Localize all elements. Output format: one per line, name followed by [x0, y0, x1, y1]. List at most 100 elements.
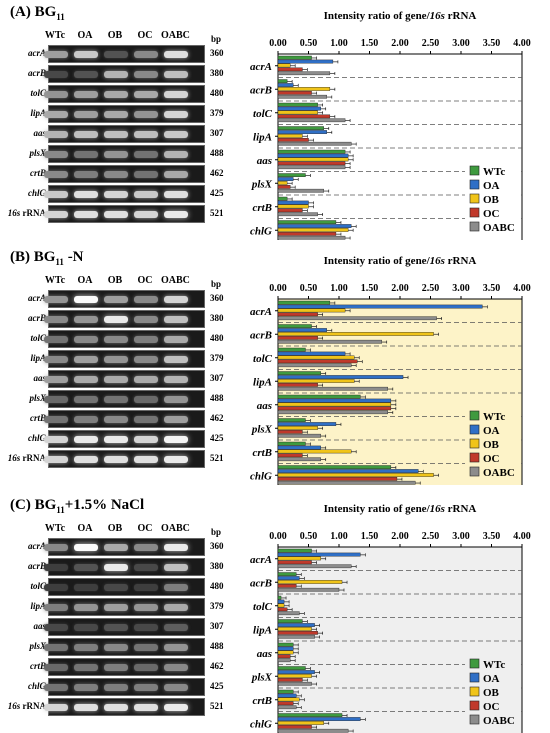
- gel-bp-label: 480: [210, 333, 224, 343]
- bar-wtc: [277, 418, 306, 422]
- bar-wtc: [277, 55, 312, 60]
- bar-ob: [277, 157, 349, 162]
- gel-bp-label: 380: [210, 313, 224, 323]
- legend-label: OB: [483, 687, 500, 699]
- gel-row-label: acrB: [28, 561, 46, 571]
- x-tick-label: 1.50: [361, 283, 379, 294]
- bar-ob: [277, 355, 355, 360]
- gel-band: [164, 51, 188, 58]
- gel-band: [44, 664, 68, 671]
- gel-band: [44, 71, 68, 78]
- x-tick-label: 2.50: [422, 531, 440, 542]
- bar-wtc: [277, 595, 282, 600]
- legend-label: OABC: [483, 222, 515, 234]
- bar-ob: [277, 110, 318, 115]
- bar-oabc: [277, 386, 389, 391]
- gel-band: [164, 684, 188, 691]
- bar-ob: [277, 580, 343, 584]
- gel-row-label: chlG: [28, 188, 46, 198]
- gel-band: [74, 171, 98, 178]
- bar-oabc: [277, 165, 346, 170]
- bar-oa: [277, 599, 285, 604]
- gel-band: [74, 396, 98, 403]
- legend-label: OA: [483, 425, 500, 437]
- x-tick-label: 0.50: [300, 38, 318, 49]
- bar-oabc: [277, 410, 389, 415]
- gel-band: [134, 191, 158, 198]
- gel-bp-label: 521: [210, 701, 224, 711]
- bar-ob: [277, 379, 355, 383]
- bar-wtc: [277, 347, 306, 352]
- bar-ob: [277, 402, 392, 407]
- bar-oa: [277, 200, 309, 205]
- gel-band: [104, 624, 128, 631]
- legend-label: OB: [483, 194, 500, 206]
- gel-band: [104, 704, 128, 711]
- bar-oc: [277, 312, 318, 317]
- gel-band: [134, 356, 158, 363]
- gel-band: [104, 456, 128, 463]
- category-label: acrB: [250, 329, 272, 341]
- bar-oc: [277, 359, 358, 364]
- gel-lane-header: OABC: [161, 275, 190, 286]
- gel-strip: [44, 450, 205, 468]
- gel-band: [104, 564, 128, 571]
- bar-oc: [277, 583, 297, 588]
- bar-oabc: [277, 457, 321, 462]
- gel-band: [74, 564, 98, 571]
- panel-title-subscript: 11: [56, 505, 65, 515]
- gel-bp-label: 521: [210, 208, 224, 218]
- category-label: acrA: [250, 306, 272, 318]
- bar-oabc: [277, 212, 318, 217]
- bar-wtc: [277, 572, 297, 576]
- gel-band: [74, 604, 98, 611]
- legend-swatch-oa: [469, 424, 480, 435]
- gel-band: [134, 664, 158, 671]
- gel-band: [134, 456, 158, 463]
- gel-band: [164, 544, 188, 551]
- gel-band: [74, 356, 98, 363]
- gel-band: [44, 376, 68, 383]
- gel-row-label-plain: rRNA: [20, 453, 47, 463]
- bar-oc: [277, 724, 312, 729]
- bar-wtc: [277, 126, 324, 130]
- chart-title-part: Intensity ratio of gene/: [324, 503, 431, 515]
- gel-row-label: chlG: [28, 681, 46, 691]
- gel-row-label: acrA: [28, 541, 46, 551]
- gel-strip: [44, 85, 205, 103]
- gel-bp-label: 425: [210, 433, 224, 443]
- gel-strip: [44, 698, 205, 716]
- gel-bp-label: 488: [210, 393, 224, 403]
- bar-oa: [277, 693, 297, 698]
- bar-oa: [277, 422, 337, 426]
- gel-band: [164, 131, 188, 138]
- bar-ob: [277, 697, 300, 702]
- gel-band: [164, 664, 188, 671]
- legend-swatch-wtc: [469, 658, 480, 669]
- gel-row-label: acrA: [28, 293, 46, 303]
- gel-bp-label: 521: [210, 453, 224, 463]
- legend-swatch-oabc: [469, 221, 480, 232]
- gel-band: [44, 111, 68, 118]
- gel-bp-label: 488: [210, 641, 224, 651]
- bar-oc: [277, 67, 303, 72]
- chart-svg: Intensity ratio of gene/16s rRNA 0.00 0.50…: [250, 503, 531, 733]
- gel-bp-label: 425: [210, 188, 224, 198]
- bar-ob: [277, 332, 434, 336]
- bp-header: bp: [211, 34, 222, 44]
- gel-band: [134, 131, 158, 138]
- bar-oc: [277, 560, 312, 565]
- gel-bp-label: 307: [210, 621, 224, 631]
- gel-bp-label: 360: [210, 293, 224, 303]
- gel-band: [104, 664, 128, 671]
- gel-band: [74, 436, 98, 443]
- gel-band: [104, 544, 128, 551]
- category-label: crtB: [252, 202, 272, 214]
- gel-bp-label: 307: [210, 373, 224, 383]
- gel-row-label: 16s rRNA: [6, 701, 46, 711]
- gel-row-label: chlG: [28, 433, 46, 443]
- gel-band: [74, 456, 98, 463]
- category-label: crtB: [252, 695, 272, 707]
- gel-band: [44, 704, 68, 711]
- gel-band: [44, 584, 68, 591]
